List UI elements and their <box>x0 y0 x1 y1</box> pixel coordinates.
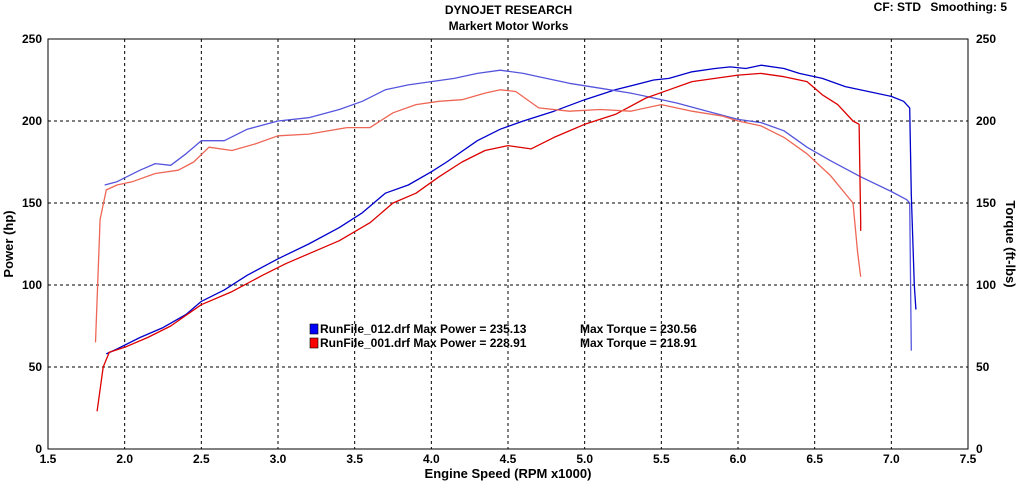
y-tick-label-left: 50 <box>29 360 43 374</box>
y-tick-label-right: 250 <box>976 32 996 46</box>
y-tick-label-left: 150 <box>22 196 42 210</box>
x-tick-label: 4.0 <box>423 452 440 466</box>
y-tick-label-right: 50 <box>976 360 990 374</box>
y-tick-label-left: 250 <box>22 32 42 46</box>
tick-labels: 1.5 2.0 2.5 3.0 3.5 4.0 4.5 5.0 5.5 6.0 6.5 7.0 7.50… <box>22 32 996 466</box>
series-line-3 <box>94 89 862 343</box>
y-tick-label-left: 100 <box>22 278 42 292</box>
y-tick-label-left: 0 <box>35 442 42 456</box>
y-tick-label-right: 150 <box>976 196 996 210</box>
x-axis-title: Engine Speed (RPM x1000) <box>425 466 592 481</box>
chart-subtitle: Markert Motor Works <box>448 19 569 33</box>
legend-torque-label: Max Torque = 230.56 <box>580 322 697 336</box>
series-line-0 <box>106 64 917 355</box>
series-line-1 <box>104 69 912 351</box>
smoothing-label: Smoothing: 5 <box>930 0 1007 14</box>
legend-torque-label: Max Torque = 218.91 <box>580 336 697 350</box>
x-tick-label: 6.5 <box>806 452 823 466</box>
x-tick-label: 3.5 <box>346 452 363 466</box>
x-tick-label: 7.0 <box>883 452 900 466</box>
y-tick-label-right: 200 <box>976 114 996 128</box>
chart-title: DYNOJET RESEARCH <box>444 3 573 17</box>
series-line-2 <box>96 72 862 412</box>
legend-label: RunFile_001.drf Max Power = 228.91 <box>320 336 527 350</box>
y-axis-title-left: Power (hp) <box>1 210 16 277</box>
cf-label: CF: STD <box>873 0 921 14</box>
plot-area <box>47 38 969 450</box>
legend-label: RunFile_012.drf Max Power = 235.13 <box>320 322 527 336</box>
y-axis-title-right: Torque (ft-lbs) <box>1003 200 1017 287</box>
legend-swatch <box>309 323 319 335</box>
x-tick-label: 4.5 <box>500 452 517 466</box>
x-tick-label: 3.0 <box>270 452 287 466</box>
x-tick-label: 7.5 <box>960 452 977 466</box>
series-layer <box>94 64 917 412</box>
x-tick-label: 5.0 <box>576 452 593 466</box>
x-tick-label: 6.0 <box>730 452 747 466</box>
y-tick-label-left: 200 <box>22 114 42 128</box>
grid-lines <box>48 39 968 449</box>
x-tick-label: 1.5 <box>40 452 57 466</box>
y-tick-label-right: 0 <box>976 442 983 456</box>
x-tick-label: 5.5 <box>653 452 670 466</box>
x-tick-label: 2.5 <box>193 452 210 466</box>
header-settings: CF: STD Smoothing: 5 <box>868 0 1007 14</box>
y-tick-label-right: 100 <box>976 278 996 292</box>
legend: RunFile_012.drf Max Power = 235.13 Max To… <box>309 322 697 350</box>
x-tick-label: 2.0 <box>116 452 133 466</box>
legend-swatch <box>309 337 319 349</box>
